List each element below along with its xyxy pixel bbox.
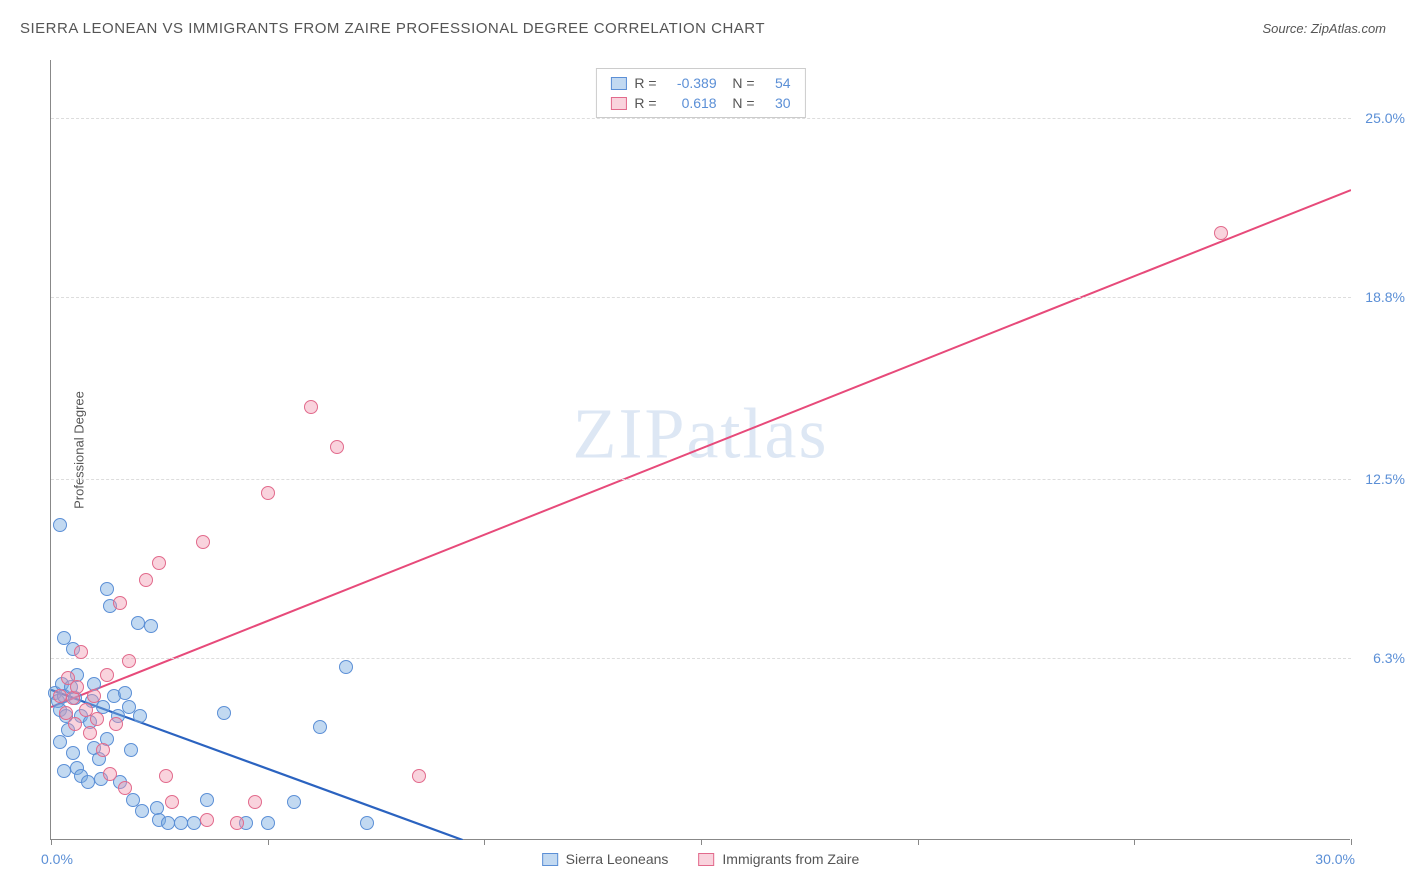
data-point — [217, 706, 231, 720]
data-point — [144, 619, 158, 633]
data-point — [165, 795, 179, 809]
data-point — [113, 596, 127, 610]
data-point — [339, 660, 353, 674]
data-point — [118, 781, 132, 795]
r-label: R = — [634, 75, 656, 91]
legend-label: Immigrants from Zaire — [722, 851, 859, 867]
x-max-label: 30.0% — [1315, 851, 1355, 867]
data-point — [161, 816, 175, 830]
data-point — [53, 735, 67, 749]
x-tick — [1351, 839, 1352, 845]
n-label: N = — [725, 95, 755, 111]
data-point — [100, 582, 114, 596]
data-point — [261, 486, 275, 500]
gridline — [51, 479, 1351, 480]
data-point — [200, 813, 214, 827]
data-point — [139, 573, 153, 587]
legend-label: Sierra Leoneans — [566, 851, 669, 867]
data-point — [313, 720, 327, 734]
swatch-icon — [610, 77, 626, 90]
data-point — [412, 769, 426, 783]
gridline — [51, 297, 1351, 298]
y-tick-label: 12.5% — [1355, 471, 1405, 487]
data-point — [53, 689, 67, 703]
data-point — [74, 645, 88, 659]
swatch-icon — [610, 97, 626, 110]
y-tick-label: 25.0% — [1355, 110, 1405, 126]
n-label: N = — [725, 75, 755, 91]
data-point — [248, 795, 262, 809]
plot-region: ZIPatlas R = -0.389 N = 54 R = 0.618 N =… — [50, 60, 1350, 840]
data-point — [100, 668, 114, 682]
data-point — [1214, 226, 1228, 240]
y-tick-label: 6.3% — [1355, 650, 1405, 666]
data-point — [152, 556, 166, 570]
data-point — [66, 746, 80, 760]
data-point — [304, 400, 318, 414]
legend-row: R = 0.618 N = 30 — [610, 93, 790, 113]
r-value: -0.389 — [667, 75, 717, 91]
data-point — [131, 616, 145, 630]
x-tick — [918, 839, 919, 845]
data-point — [81, 775, 95, 789]
data-point — [200, 793, 214, 807]
data-point — [174, 816, 188, 830]
legend-item: Immigrants from Zaire — [698, 851, 859, 867]
source-label: Source: ZipAtlas.com — [1262, 21, 1386, 36]
data-point — [159, 769, 173, 783]
legend-row: R = -0.389 N = 54 — [610, 73, 790, 93]
x-tick — [1134, 839, 1135, 845]
legend-item: Sierra Leoneans — [542, 851, 669, 867]
chart-title: SIERRA LEONEAN VS IMMIGRANTS FROM ZAIRE … — [20, 20, 765, 37]
x-tick — [701, 839, 702, 845]
x-tick — [51, 839, 52, 845]
data-point — [57, 764, 71, 778]
data-point — [330, 440, 344, 454]
data-point — [96, 743, 110, 757]
data-point — [90, 712, 104, 726]
n-value: 54 — [765, 75, 791, 91]
y-tick-label: 18.8% — [1355, 289, 1405, 305]
data-point — [122, 654, 136, 668]
n-value: 30 — [765, 95, 791, 111]
r-value: 0.618 — [667, 95, 717, 111]
data-point — [53, 518, 67, 532]
x-tick — [484, 839, 485, 845]
data-point — [87, 689, 101, 703]
data-point — [135, 804, 149, 818]
data-point — [287, 795, 301, 809]
data-point — [261, 816, 275, 830]
watermark: ZIPatlas — [573, 392, 829, 475]
gridline — [51, 658, 1351, 659]
correlation-legend: R = -0.389 N = 54 R = 0.618 N = 30 — [595, 68, 805, 118]
data-point — [103, 767, 117, 781]
data-point — [187, 816, 201, 830]
data-point — [109, 717, 123, 731]
r-label: R = — [634, 95, 656, 111]
data-point — [133, 709, 147, 723]
data-point — [196, 535, 210, 549]
data-point — [118, 686, 132, 700]
trend-lines — [51, 60, 1351, 840]
data-point — [230, 816, 244, 830]
chart-area: Professional Degree ZIPatlas R = -0.389 … — [50, 60, 1350, 840]
data-point — [70, 680, 84, 694]
data-point — [360, 816, 374, 830]
swatch-icon — [698, 853, 714, 866]
data-point — [68, 717, 82, 731]
x-tick — [268, 839, 269, 845]
swatch-icon — [542, 853, 558, 866]
data-point — [124, 743, 138, 757]
x-origin-label: 0.0% — [41, 851, 73, 867]
data-point — [83, 726, 97, 740]
series-legend: Sierra Leoneans Immigrants from Zaire — [542, 851, 860, 867]
